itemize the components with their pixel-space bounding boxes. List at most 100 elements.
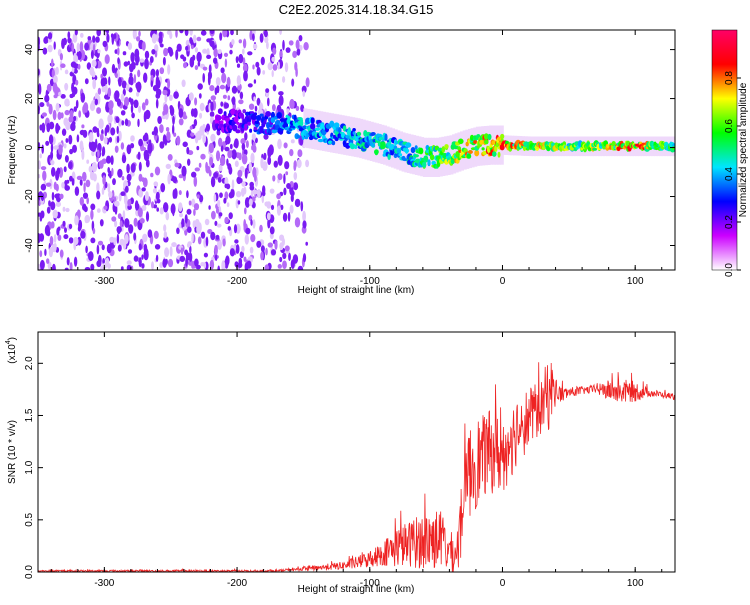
spectrogram-noise-blob (118, 77, 122, 87)
spectrogram-noise-blob (51, 263, 56, 270)
spectrogram-noise-blob (302, 220, 307, 229)
spectrogram-noise-blob (186, 208, 192, 215)
spectrogram-noise-blob (57, 226, 61, 231)
spectrogram-noise-blob (82, 192, 89, 199)
spectrogram-noise-blob (182, 115, 188, 120)
spectrogram-noise-blob (184, 249, 189, 256)
spectrogram-noise-blob (231, 149, 237, 160)
spectrogram-ridge-blob (220, 120, 224, 125)
spectrogram-frame (37, 29, 676, 271)
spectrogram-noise-blob (75, 79, 79, 86)
spectrogram-noise-blob (63, 180, 68, 190)
spectrogram-noise-blob (270, 249, 277, 256)
spectrogram-noise-blob (293, 160, 297, 169)
spectrogram-noise-blob (296, 48, 301, 56)
spectrogram-noise-blob (97, 240, 104, 246)
spectrogram-ridge-halo (675, 137, 679, 157)
spectrogram-noise-blob (128, 97, 132, 103)
spectrogram-ridge-blob (254, 120, 260, 125)
spectrogram-noise-blob (267, 62, 273, 71)
spectrogram-y-tick-label: 20 (24, 93, 35, 105)
spectrogram-noise-blob (138, 30, 141, 37)
spectrogram-noise-blob (220, 145, 224, 152)
spectrogram-noise-blob (235, 56, 239, 64)
spectrogram-noise-blob (73, 106, 78, 112)
spectrogram-noise-blob (143, 72, 148, 83)
spectrogram-noise-blob (72, 86, 78, 95)
spectrogram-noise-blob (155, 254, 159, 262)
spectrogram-ridge-blob (483, 133, 489, 140)
snr-x-tick-label: -300 (94, 578, 114, 589)
spectrogram-noise-blob (197, 83, 203, 90)
spectrogram-noise-blob (141, 187, 146, 192)
spectrogram-noise-blob (282, 212, 288, 222)
spectrogram-noise-blob (185, 257, 189, 267)
spectrogram-ridge-blob (423, 155, 429, 162)
spectrogram-noise-blob (103, 136, 108, 145)
spectrogram-noise-blob (231, 179, 235, 190)
spectrogram-noise-blob (236, 176, 242, 185)
spectrogram-noise-blob (151, 33, 157, 44)
spectrogram-noise-blob (96, 244, 100, 255)
spectrogram-ridge-blob (404, 148, 410, 153)
spectrogram-ridge-blob (396, 148, 401, 154)
spectrogram-noise-blob (72, 33, 78, 43)
spectrogram-noise-blob (282, 260, 287, 270)
spectrogram-noise-blob (130, 143, 135, 149)
spectrogram-noise-blob (130, 52, 135, 63)
snr-x-axis: -300 -200 -100 0 100 (50, 332, 663, 589)
spectrogram-noise-blob (189, 125, 193, 130)
spectrogram-ridge-blob (410, 147, 416, 154)
spectrogram-noise-blob (234, 239, 239, 244)
spectrogram-noise-blob (142, 233, 148, 243)
spectrogram-noise-blob (255, 61, 260, 68)
spectrogram-ridge-blob (354, 144, 358, 149)
spectrogram-noise-blob (296, 159, 302, 169)
colorbar-tick-label: 0.4 (724, 167, 735, 181)
spectrogram-noise-blob (83, 182, 86, 193)
spectrogram-noise-blob (279, 50, 283, 58)
spectrogram-ridge-blob (437, 147, 443, 152)
spectrogram-noise-blob (46, 122, 51, 133)
spectrogram-noise-blob (264, 264, 269, 270)
spectrogram-noise-blob (61, 182, 65, 189)
spectrogram-noise-blob (244, 197, 250, 208)
spectrogram-noise-blob (43, 37, 49, 44)
spectrogram-ridge-blob (271, 129, 278, 134)
spectrogram-noise-blob (111, 189, 115, 200)
spectrogram-noise-blob (209, 111, 215, 118)
spectrogram-noise-blob (260, 157, 264, 169)
spectrogram-noise-blob (202, 48, 208, 54)
spectrogram-noise-blob (209, 156, 214, 166)
spectrogram-noise-blob (139, 58, 145, 63)
spectrogram-noise-blob (131, 112, 135, 119)
spectrogram-noise-blob (85, 179, 91, 188)
spectrogram-noise-blob (41, 122, 46, 133)
spectrogram-ridge-blob (592, 147, 597, 151)
spectrogram-noise-blob (282, 252, 287, 260)
spectrogram-ridge-blob (497, 151, 501, 158)
spectrogram-noise-blob (61, 128, 67, 136)
snr-y-tick-label: 1.0 (24, 460, 35, 474)
spectrogram-noise-blob (47, 44, 53, 53)
spectrogram-y-tick-label: -20 (24, 189, 35, 204)
spectrogram-noise-blob (302, 253, 307, 263)
spectrogram-noise-blob (122, 210, 126, 221)
spectrogram-noise-blob (108, 136, 113, 143)
spectrogram-noise-blob (249, 246, 254, 254)
spectrogram-noise-blob (240, 138, 246, 145)
spectrogram-noise-blob (256, 240, 262, 248)
spectrogram-noise-blob (200, 231, 206, 239)
spectrogram-noise-blob (91, 161, 98, 173)
spectrogram-noise-blob (211, 210, 216, 220)
spectrogram-noise-blob (53, 75, 58, 84)
spectrogram-noise-blob (104, 54, 110, 64)
spectrogram-noise-blob (178, 118, 184, 126)
spectrogram-noise-blob (63, 234, 69, 240)
spectrogram-noise-blob (101, 187, 105, 195)
spectrogram-noise-blob (62, 220, 66, 227)
spectrogram-noise-blob (199, 125, 205, 136)
spectrogram-noise-blob (101, 86, 107, 93)
spectrogram-ridge-blob (302, 125, 308, 130)
